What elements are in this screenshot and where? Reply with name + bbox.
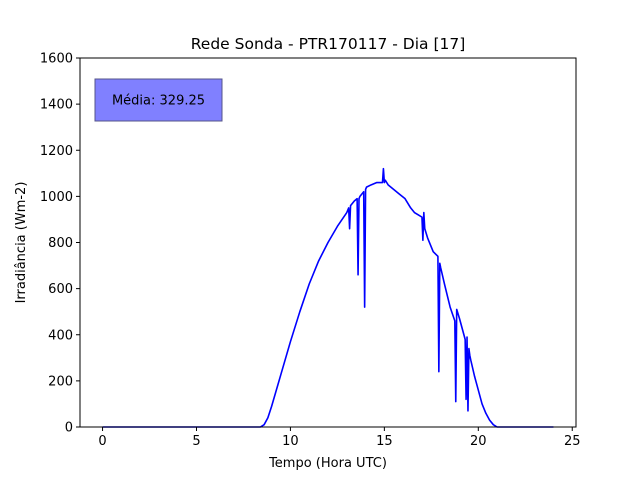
mean-annotation-box (94, 78, 223, 122)
y-tick-label: 1000 (40, 190, 73, 205)
x-tick-label: 20 (470, 434, 487, 449)
y-tick-label: 200 (48, 374, 73, 389)
x-tick-label: 10 (282, 434, 299, 449)
y-axis-label: Irradiância (Wm-2) (14, 182, 29, 304)
mean-annotation: Média: 329.25 (94, 78, 223, 122)
y-tick-label: 1600 (40, 52, 73, 67)
mean-annotation-text: Média: 329.25 (112, 94, 205, 109)
y-tick-label: 1400 (40, 98, 73, 113)
x-tick-label: 15 (376, 434, 393, 449)
x-tick-label: 0 (98, 434, 106, 449)
y-tick-label: 800 (48, 236, 73, 251)
y-tick-label: 1200 (40, 144, 73, 159)
irradiance-series-line (102, 167, 554, 428)
x-axis-label: Tempo (Hora UTC) (268, 456, 387, 471)
data-layer (102, 167, 554, 428)
x-axis-ticks: 0 5 10 15 20 25 (98, 427, 581, 449)
y-axis-ticks: 0 200 400 600 800 1000 1200 1400 1600 (40, 52, 80, 436)
x-tick-label: 25 (564, 434, 581, 449)
y-tick-label: 0 (65, 421, 73, 436)
y-tick-label: 600 (48, 282, 73, 297)
chart-title: Rede Sonda - PTR170117 - Dia [17] (191, 35, 466, 53)
y-tick-label: 400 (48, 328, 73, 343)
x-tick-label: 5 (192, 434, 200, 449)
